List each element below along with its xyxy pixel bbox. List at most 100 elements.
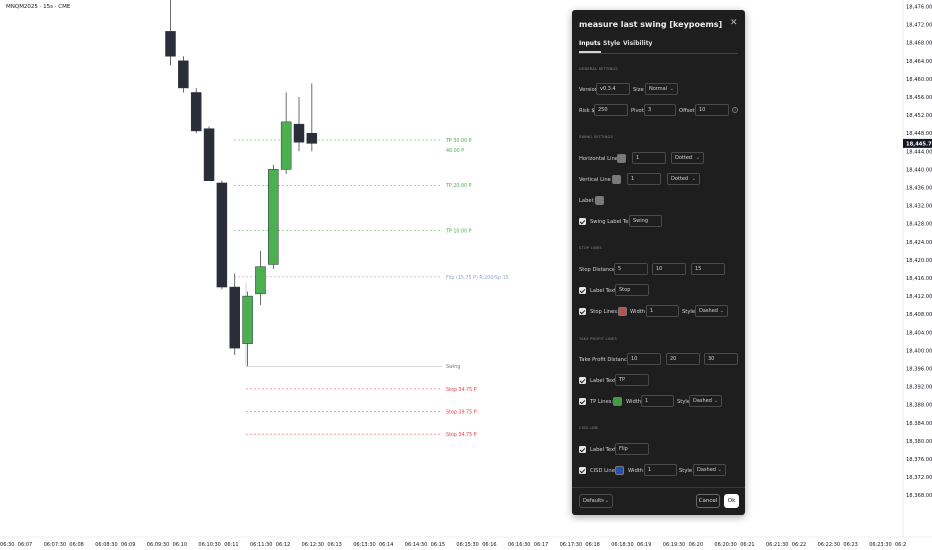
horizontal-line-width-input[interactable]: 1 [632, 152, 666, 164]
tp-lines-color-swatch[interactable] [613, 397, 622, 406]
price-tick-label: 18,436.00 [906, 186, 932, 192]
horizontal-line-style-select[interactable]: Dotted ⌄ [671, 152, 704, 164]
dialog-footer-divider [572, 487, 745, 488]
close-icon[interactable]: ✕ [730, 18, 738, 28]
swing-label-text-label: Swing Label Text [590, 219, 634, 225]
size-select-value: Normal [649, 86, 668, 92]
price-tick-label: 18,432.00 [906, 204, 932, 210]
tp-distances-label: Take Profit Distances: [579, 357, 635, 363]
cisd-line-checkbox[interactable] [579, 467, 586, 474]
candle-body [242, 295, 253, 344]
cisd-label-text-input[interactable]: Flip [615, 443, 649, 455]
time-tick-label: 06:14 [379, 542, 393, 548]
size-select[interactable]: Normal ⌄ [645, 83, 678, 95]
cisd-width-input[interactable]: 1 [644, 464, 677, 476]
tp-lines-checkbox[interactable] [579, 398, 586, 405]
info-icon[interactable]: i [732, 107, 738, 113]
tab-visibility[interactable]: Visibility [623, 40, 653, 47]
candles [165, 0, 318, 367]
price-tick-label: 18,468.00 [906, 41, 932, 47]
stop-distance-2-input[interactable]: 10 [652, 263, 686, 275]
price-tick-label: 18,396.00 [906, 367, 932, 373]
price-tick-label: 18,372.00 [906, 475, 932, 481]
vertical-line-color-swatch[interactable] [612, 175, 621, 184]
time-tick-label: 06:20 [689, 542, 703, 548]
price-axis[interactable]: 18,476.00 18,472.00 18,468.00 18,464.00 18,4… [902, 0, 932, 537]
version-input[interactable]: v0.3.4 [596, 83, 630, 95]
defaults-dropdown[interactable]: Defaults ⌄ [579, 494, 613, 508]
tab-style[interactable]: Style [603, 40, 621, 47]
tp-distance-3-input[interactable]: 30 [704, 353, 738, 365]
time-tick-label: 06:22:30 [818, 542, 840, 548]
stop-width-label: Width [630, 309, 646, 315]
section-general: GENERAL SETTINGS [579, 67, 618, 71]
stop-width-input[interactable]: 1 [646, 305, 679, 317]
stop-label-text-input[interactable]: Stop [615, 284, 649, 296]
stop-lines-color-swatch[interactable] [618, 307, 627, 316]
tp-distance-1-input[interactable]: 10 [627, 353, 661, 365]
time-tick-label: 06:07:30 [44, 542, 66, 548]
level-label-tp-sub: 48.00 P [446, 148, 464, 154]
time-tick-label: 06:16 [482, 542, 496, 548]
stop-lines-checkbox[interactable] [579, 308, 586, 315]
stop-label-text-label: Label Text [590, 288, 617, 294]
candle-body [216, 182, 228, 288]
time-tick-label: 06:18 [585, 542, 599, 548]
time-tick-label: 06:06:30 [0, 542, 14, 548]
tp-distance-2-input[interactable]: 20 [666, 353, 700, 365]
horizontal-line-color-swatch[interactable] [617, 154, 626, 163]
price-tick-label: 18,440.00 [906, 167, 932, 173]
time-tick-label: 06:22 [792, 542, 806, 548]
stop-distance-1-input[interactable]: 5 [614, 263, 648, 275]
time-tick-label: 06:12 [276, 542, 290, 548]
risk-input[interactable]: 250 [594, 104, 628, 116]
dialog-tabs: Inputs Style Visibility [579, 40, 738, 54]
level-label-tp: TP 20.00 P [445, 183, 472, 189]
tp-label-text-checkbox[interactable] [579, 377, 586, 384]
vertical-line-width-input[interactable]: 1 [627, 173, 661, 185]
tp-label-text-input[interactable]: TP [615, 374, 649, 386]
cancel-button[interactable]: Cancel [696, 494, 720, 508]
chevron-down-icon: ⌄ [691, 176, 696, 182]
ok-button[interactable]: Ok [724, 494, 739, 508]
horizontal-line-style-value: Dotted [675, 155, 693, 161]
horizontal-line-label: Horizontal Line: [579, 156, 620, 162]
level-label-tp: TP 30.00 P [445, 138, 472, 144]
price-tick-label: 18,400.00 [906, 348, 932, 354]
stop-label-text-checkbox[interactable] [579, 287, 586, 294]
pivot-input[interactable]: 3 [644, 104, 676, 116]
swing-label-text-input[interactable]: Swing [629, 215, 662, 227]
vertical-line-style-select[interactable]: Dotted ⌄ [667, 173, 700, 185]
price-tick-label: 18,472.00 [906, 23, 932, 29]
level-label-swing: Swing [446, 364, 460, 370]
cisd-style-select[interactable]: Dashed ⌄ [693, 464, 726, 476]
stop-lines-label: Stop Lines: [590, 309, 619, 315]
cisd-line-color-swatch[interactable] [615, 466, 624, 475]
swing-label-text-checkbox[interactable] [579, 218, 586, 225]
cisd-label-text-checkbox[interactable] [579, 446, 586, 453]
label-color-label: Label: [579, 198, 595, 204]
price-tick-label: 18,464.00 [906, 59, 932, 65]
level-label-flip: Flip (15.75 P) R:200/Sp 15 [446, 275, 509, 281]
label-color-swatch[interactable] [595, 196, 604, 205]
price-tick-label: 18,368.00 [906, 493, 932, 499]
stop-distance-3-input[interactable]: 15 [691, 263, 725, 275]
stop-style-select[interactable]: Dashed ⌄ [695, 305, 728, 317]
tp-style-select[interactable]: Dashed ⌄ [689, 395, 722, 407]
time-tick-label: 06:23 [843, 542, 857, 548]
tab-inputs[interactable]: Inputs [579, 40, 601, 53]
risk-label: Risk $ [579, 108, 595, 114]
price-tick-label: 18,384.00 [906, 421, 932, 427]
tp-label-text-label: Label Text [590, 378, 617, 384]
time-tick-label: 06:11:30 [250, 542, 272, 548]
price-tick-label: 18,380.00 [906, 439, 932, 445]
candle-body [190, 92, 202, 132]
offset-input[interactable]: 10 [695, 104, 729, 116]
stop-style-label: Style [682, 309, 696, 315]
time-tick-label: 06:18:30 [611, 542, 633, 548]
level-label-stop: Stop 34.75 P [446, 387, 477, 393]
candle-body [165, 31, 176, 57]
tp-width-input[interactable]: 1 [641, 395, 674, 407]
